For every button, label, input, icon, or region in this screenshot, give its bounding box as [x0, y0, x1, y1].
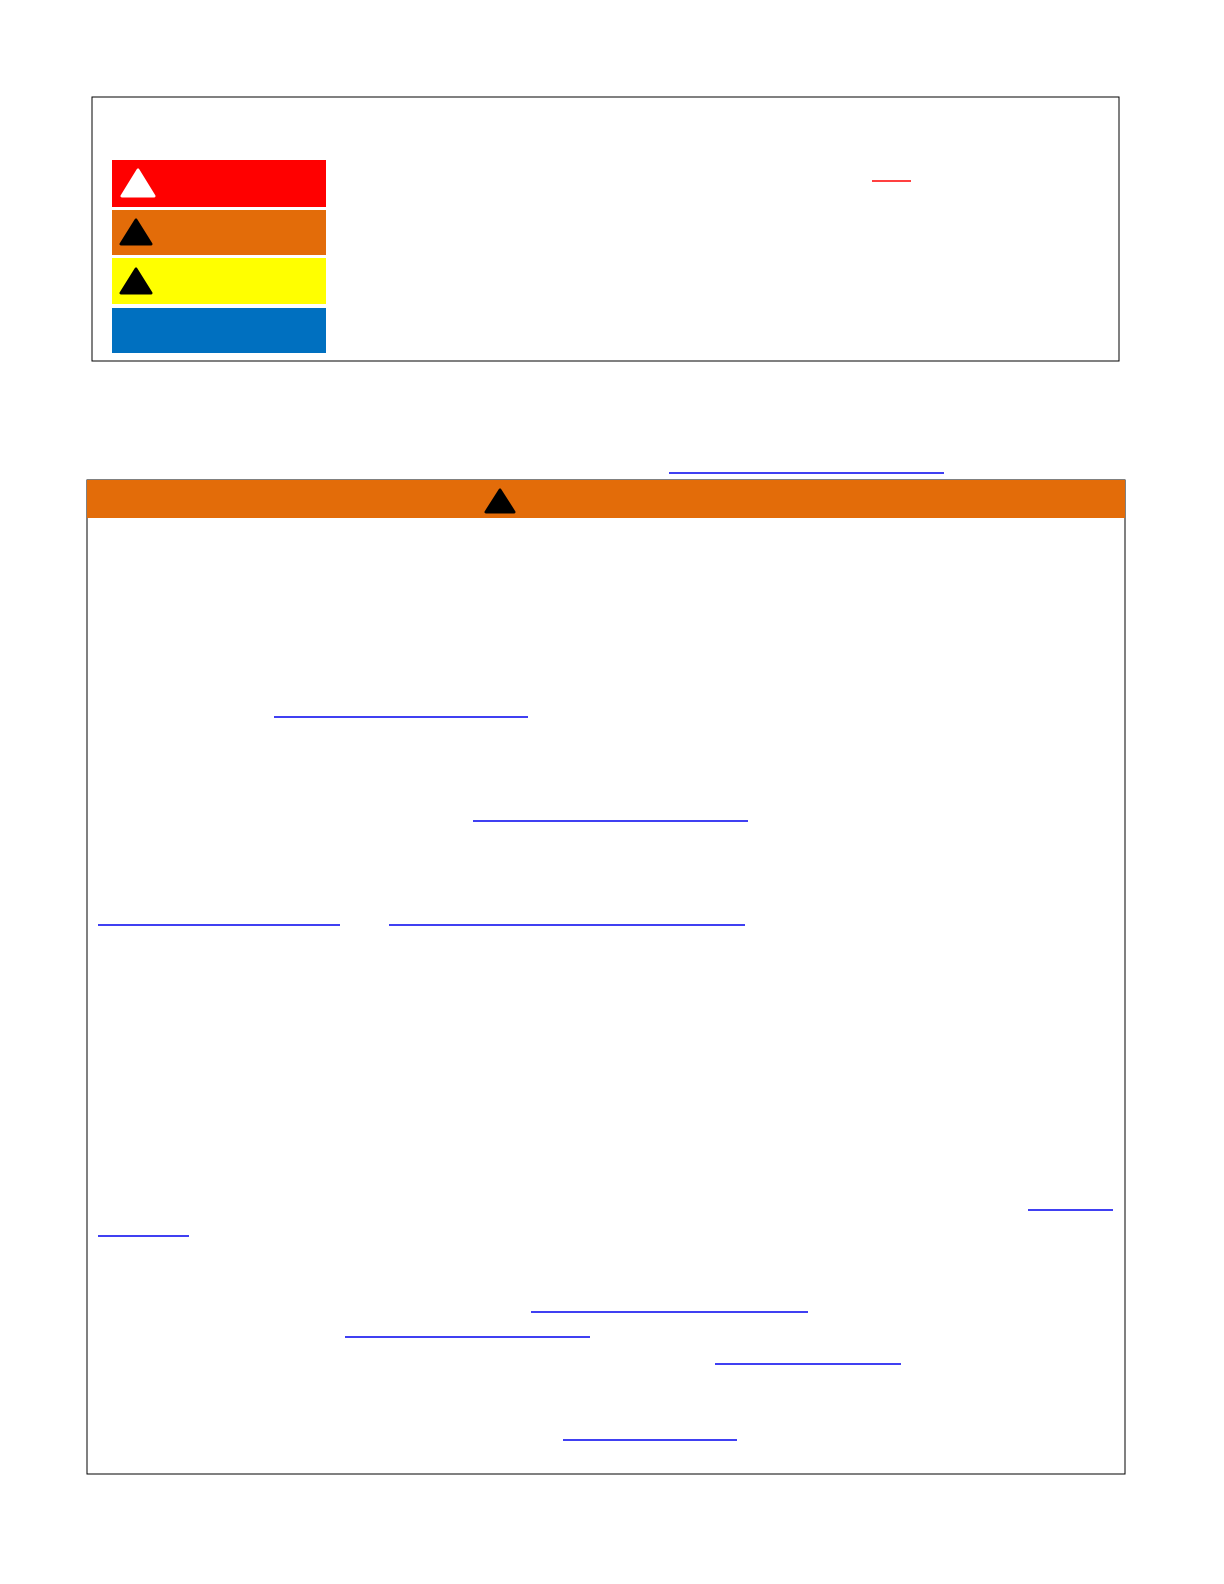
warning-box — [86, 479, 1126, 1475]
alert-icon — [119, 218, 153, 246]
alert-icon — [484, 488, 516, 514]
warning-bar — [112, 210, 326, 255]
warning-header — [87, 480, 1125, 518]
alert-icon — [120, 168, 156, 198]
caution-bar — [112, 258, 326, 304]
legend-box — [91, 96, 1120, 362]
alert-icon — [119, 267, 153, 295]
notice-bar — [112, 308, 326, 353]
